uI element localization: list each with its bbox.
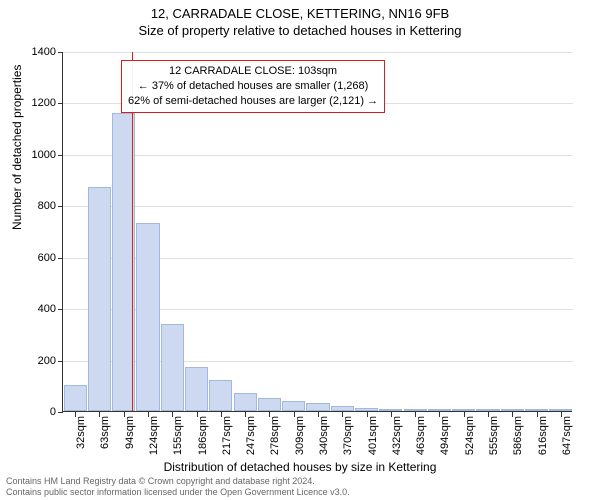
footer-line2: Contains public sector information licen… [6, 487, 350, 498]
ytick-mark [58, 361, 63, 362]
ytick-label: 200 [16, 355, 56, 367]
footer-attribution: Contains HM Land Registry data © Crown c… [6, 476, 350, 498]
ytick-mark [58, 206, 63, 207]
histogram-bar [136, 223, 159, 411]
xtick-label: 463sqm [415, 416, 427, 466]
xtick-label: 247sqm [245, 416, 257, 466]
histogram-bar [282, 401, 305, 411]
ytick-label: 400 [16, 303, 56, 315]
histogram-bar [209, 380, 232, 411]
xtick-label: 124sqm [148, 416, 160, 466]
xtick-label: 94sqm [124, 416, 136, 466]
xtick-label: 309sqm [294, 416, 306, 466]
xtick-label: 432sqm [391, 416, 403, 466]
xtick-label: 401sqm [367, 416, 379, 466]
xtick-label: 340sqm [318, 416, 330, 466]
ytick-label: 1000 [16, 149, 56, 161]
histogram-bar [258, 398, 281, 411]
ytick-mark [58, 52, 63, 53]
xtick-label: 278sqm [269, 416, 281, 466]
xtick-label: 63sqm [99, 416, 111, 466]
gridline [63, 155, 573, 156]
ytick-label: 1200 [16, 97, 56, 109]
xtick-label: 616sqm [537, 416, 549, 466]
histogram-bar [476, 409, 499, 411]
histogram-bar [525, 409, 548, 411]
ytick-mark [58, 412, 63, 413]
x-axis-label: Distribution of detached houses by size … [0, 460, 600, 474]
xtick-label: 524sqm [464, 416, 476, 466]
histogram-bar [234, 393, 257, 411]
callout-line2: ← 37% of detached houses are smaller (1,… [128, 79, 378, 94]
histogram-bar [306, 403, 329, 411]
xtick-label: 555sqm [488, 416, 500, 466]
callout-line1: 12 CARRADALE CLOSE: 103sqm [128, 64, 378, 79]
ytick-mark [58, 309, 63, 310]
ytick-label: 0 [16, 406, 56, 418]
callout-line3: 62% of semi-detached houses are larger (… [128, 94, 378, 109]
xtick-label: 217sqm [221, 416, 233, 466]
xtick-label: 586sqm [512, 416, 524, 466]
histogram-bar [355, 408, 378, 411]
histogram-bar [88, 187, 111, 411]
xtick-label: 494sqm [439, 416, 451, 466]
xtick-label: 32sqm [75, 416, 87, 466]
ytick-mark [58, 258, 63, 259]
ytick-mark [58, 155, 63, 156]
histogram-bar [379, 409, 402, 411]
histogram-bar [501, 409, 524, 411]
footer-line1: Contains HM Land Registry data © Crown c… [6, 476, 350, 487]
histogram-bar [549, 409, 572, 411]
plot-area: 32sqm63sqm94sqm124sqm155sqm186sqm217sqm2… [62, 52, 572, 412]
chart-area: 32sqm63sqm94sqm124sqm155sqm186sqm217sqm2… [62, 52, 572, 412]
xtick-label: 647sqm [561, 416, 573, 466]
xtick-label: 155sqm [172, 416, 184, 466]
histogram-bar [428, 409, 451, 411]
xtick-label: 186sqm [197, 416, 209, 466]
callout-box: 12 CARRADALE CLOSE: 103sqm← 37% of detac… [121, 60, 385, 113]
gridline [63, 52, 573, 53]
xtick-label: 370sqm [342, 416, 354, 466]
ytick-label: 600 [16, 252, 56, 264]
ytick-mark [58, 103, 63, 104]
chart-title: 12, CARRADALE CLOSE, KETTERING, NN16 9FB [0, 0, 600, 23]
histogram-bar [64, 385, 87, 411]
gridline [63, 206, 573, 207]
chart-subtitle: Size of property relative to detached ho… [0, 23, 600, 38]
ytick-label: 1400 [16, 46, 56, 58]
histogram-bar [185, 367, 208, 411]
ytick-label: 800 [16, 200, 56, 212]
histogram-bar [404, 409, 427, 411]
histogram-bar [452, 409, 475, 411]
histogram-bar [161, 324, 184, 411]
histogram-bar [331, 406, 354, 411]
